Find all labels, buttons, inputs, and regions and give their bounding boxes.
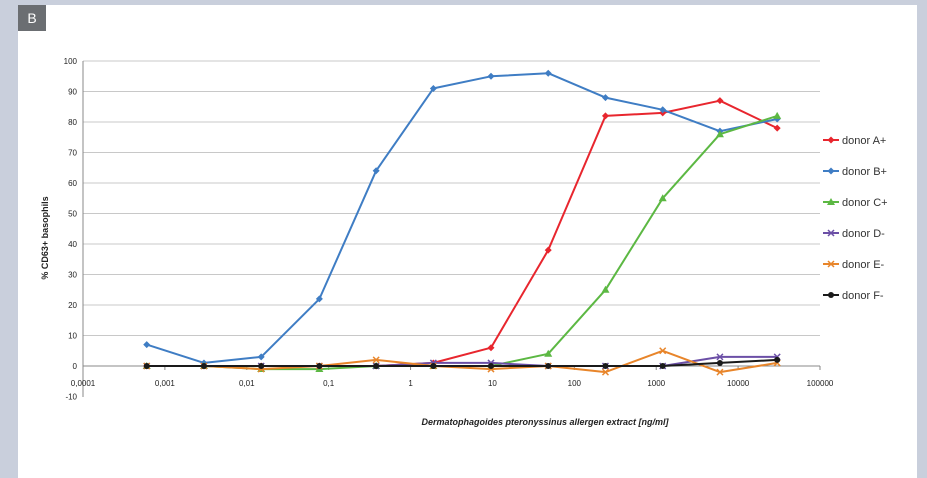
data-point [602,363,609,369]
data-point [601,368,609,376]
x-tick-label: 0,0001 [71,379,96,388]
legend-item: donor B+ [823,166,887,178]
y-tick-label: 80 [68,118,77,127]
data-point [487,72,495,80]
series-donor-a- [143,97,781,370]
data-point [143,341,151,349]
y-tick-label: -10 [65,393,77,402]
data-point [544,246,552,254]
x-tick-label: 0,001 [155,379,176,388]
series-line [146,358,778,367]
data-point [429,84,437,92]
legend-item: donor A+ [823,135,886,147]
data-point [487,344,495,352]
data-point [601,94,609,102]
y-tick-label: 40 [68,240,77,249]
x-tick-label: 10 [488,379,497,388]
series-donor-f- [143,356,781,369]
axes: -10 0 10 20 30 40 50 60 70 80 90 100 0,0001 0,001 0,01… [64,57,834,402]
legend-item: donor C+ [823,197,888,209]
x-tick-label: 0,1 [323,379,335,388]
legend-item: donor E- [823,259,885,271]
data-point [716,97,724,105]
data-point [659,347,667,355]
legend-label: donor F- [842,290,884,302]
data-point [430,363,437,369]
data-point [316,363,323,369]
data-point [544,349,553,357]
data-point [545,363,552,369]
series-group [142,69,782,376]
legend-label: donor E- [842,259,885,271]
data-point [827,260,835,268]
x-tick-label: 1000 [647,379,665,388]
y-tick-label: 60 [68,179,77,188]
y-tick-label: 30 [68,271,77,280]
panel-label: B [18,5,46,31]
series-line [146,349,778,374]
data-point [828,292,834,298]
x-tick-label: 1 [408,379,413,388]
data-point [773,124,781,132]
data-point [659,106,667,114]
legend: donor A+ donor B+ donor C+ donor D-donor E-… [823,135,888,302]
grid [83,60,820,336]
data-point [827,198,835,205]
x-tick-label: 100 [568,379,582,388]
y-tick-label: 20 [68,301,77,310]
legend-item: donor D- [823,228,885,240]
data-point [601,112,609,120]
data-point [143,363,150,369]
legend-label: donor C+ [842,197,888,209]
legend-item: donor F- [823,290,884,302]
data-point [373,363,380,369]
y-tick-label: 0 [73,362,78,371]
legend-label: donor B+ [842,166,887,178]
data-point [716,359,723,366]
x-tick-label: 0,01 [239,379,255,388]
x-tick-label: 100000 [807,379,834,388]
data-point [827,167,835,175]
y-tick-label: 70 [68,149,77,158]
series-donor-b- [143,69,781,367]
data-point [716,353,724,361]
series-donor-c- [142,111,782,373]
series-line [146,72,778,364]
data-point [544,69,552,77]
y-axis-title: % CD63+ basophils [40,196,50,279]
data-point [774,356,781,363]
data-point [716,368,724,376]
figure-panel [18,5,917,478]
data-point [258,363,265,369]
y-tick-label: 100 [64,57,78,66]
data-point [200,363,207,369]
series-line [146,99,778,367]
y-tick-label: 50 [68,210,77,219]
x-tick-label: 10000 [727,379,750,388]
data-point [315,295,323,303]
x-axis-title: Dermatophagoides pteronyssinus allergen … [421,417,669,427]
y-tick-label: 10 [68,332,77,341]
data-point [372,167,380,175]
data-point [659,363,666,369]
legend-label: donor A+ [842,135,886,147]
data-point [601,285,610,293]
data-point [372,356,380,364]
data-point [487,363,494,369]
legend-label: donor D- [842,228,885,240]
data-point [658,194,667,202]
data-point [827,229,835,237]
data-point [773,111,782,119]
y-tick-label: 90 [68,88,77,97]
series-line [146,114,778,371]
data-point [827,136,835,144]
data-point [715,130,724,138]
data-point [257,353,265,361]
series-donor-e- [143,347,781,376]
